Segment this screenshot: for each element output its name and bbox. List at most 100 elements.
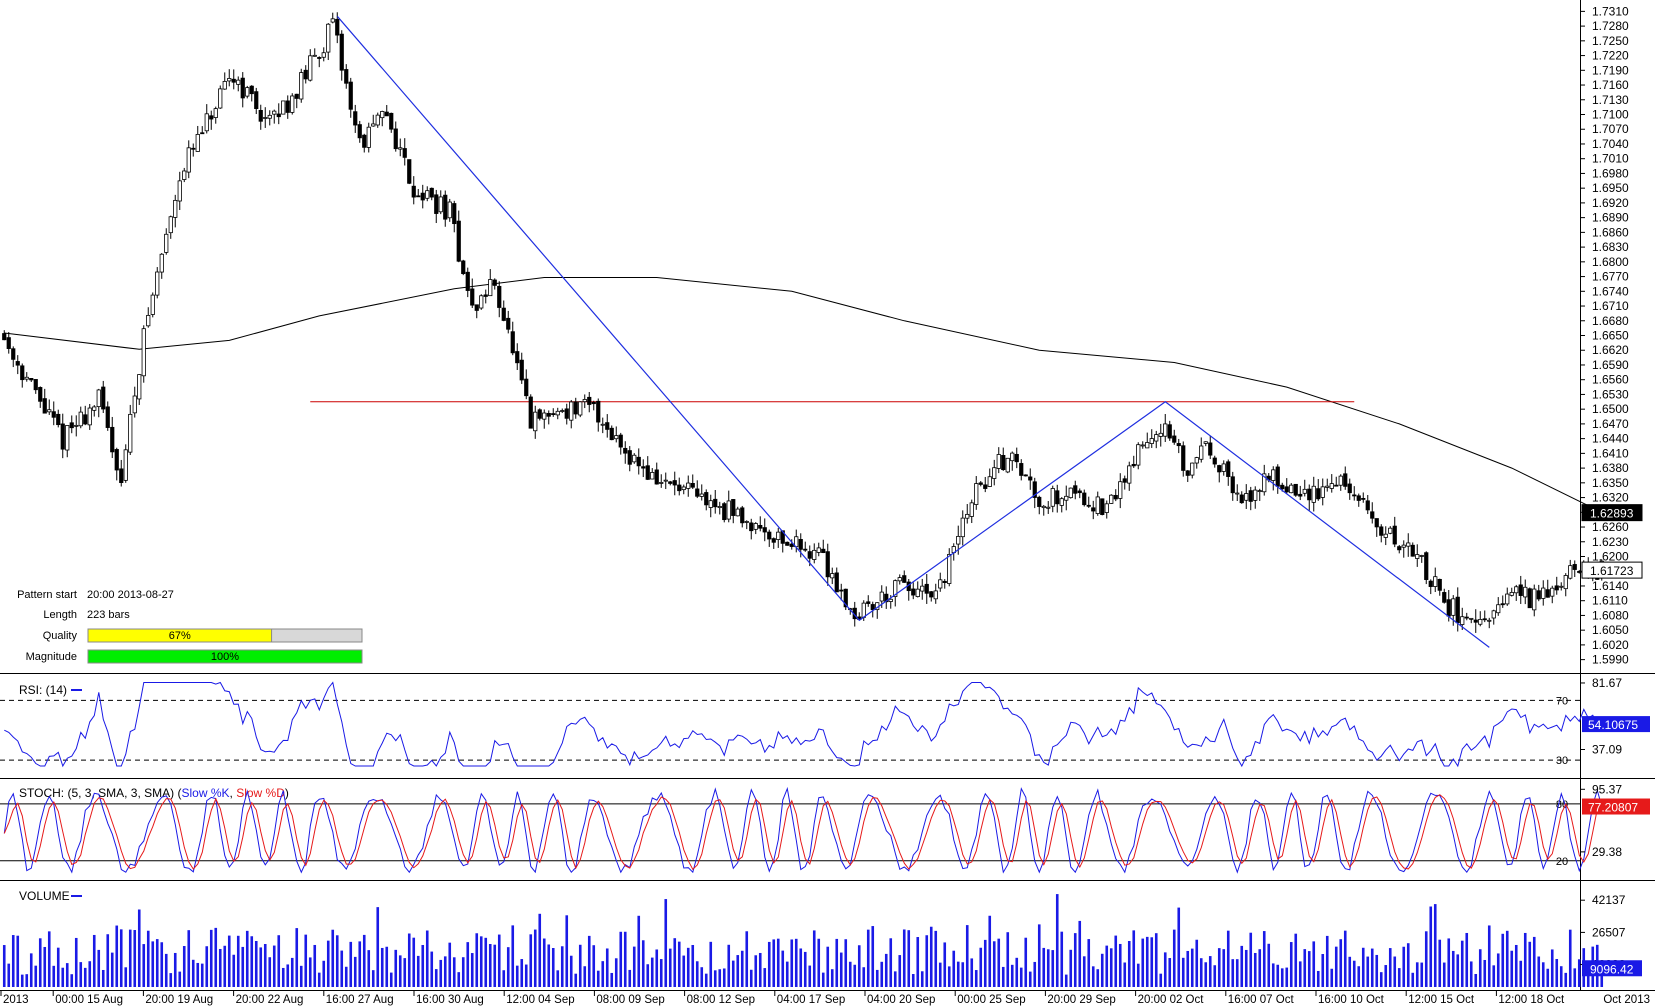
candle: [1059, 497, 1064, 513]
candle-body: [402, 148, 407, 158]
info-value: 20:00 2013-08-27: [87, 589, 174, 601]
candle: [1559, 582, 1564, 591]
candle-body: [110, 426, 115, 453]
candle-body: [722, 503, 727, 521]
candle-body: [1122, 478, 1127, 483]
volume-bar: [848, 961, 852, 987]
candle-body: [668, 481, 673, 484]
candle: [1176, 438, 1181, 454]
candle: [114, 447, 119, 481]
candle-body: [1221, 463, 1226, 472]
candle-body: [1118, 481, 1123, 499]
candle-body: [1073, 485, 1078, 494]
volume-bar: [1163, 952, 1167, 987]
candle: [1361, 492, 1366, 503]
candle-body: [672, 480, 677, 486]
candle-body: [965, 513, 970, 519]
candle: [101, 380, 106, 413]
candle-body: [929, 591, 934, 598]
candle-body: [506, 317, 511, 330]
volume-bar: [925, 935, 929, 987]
candle-body: [209, 115, 214, 120]
candle-body: [780, 530, 785, 544]
candle: [992, 459, 997, 486]
candle-body: [42, 398, 47, 414]
candle: [1208, 435, 1213, 460]
candle: [812, 543, 817, 564]
candle-body: [1032, 481, 1037, 498]
volume-bar: [398, 955, 402, 987]
candle-body: [177, 180, 182, 202]
candle: [560, 408, 565, 414]
candle: [758, 516, 763, 532]
candle-body: [488, 279, 493, 297]
volume-bar: [538, 913, 542, 987]
volume-bar: [578, 944, 582, 987]
volume-bar: [1474, 973, 1478, 987]
candle: [587, 392, 592, 413]
candle: [1536, 584, 1541, 602]
candle-body: [596, 400, 601, 423]
candle-body: [1572, 564, 1577, 570]
volume-bar: [119, 929, 123, 987]
candle: [155, 267, 160, 299]
volume-bar: [875, 969, 879, 987]
candle: [839, 583, 844, 601]
volume-bar: [871, 926, 875, 987]
price-tick-label: 1.6920: [1592, 196, 1629, 210]
volume-bar: [938, 962, 942, 987]
candle: [1401, 540, 1406, 558]
candle-body: [1428, 580, 1433, 587]
candle-body: [555, 410, 560, 416]
volume-bar: [16, 935, 20, 987]
volume-bar: [142, 944, 146, 987]
candle: [542, 409, 547, 429]
candle-body: [861, 602, 866, 618]
candle: [1383, 526, 1388, 546]
candle-body: [1163, 423, 1168, 437]
pattern-info-box: Pattern start 20:00 2013-08-27 Length 223 b…: [17, 589, 363, 664]
candle-body: [474, 304, 479, 311]
candle-body: [542, 412, 547, 420]
candle-body: [87, 407, 92, 426]
volume-bar: [745, 931, 749, 987]
volume-bar: [1100, 953, 1104, 987]
time-tick-label: 12:00 04 Sep: [506, 994, 574, 1006]
candle-body: [560, 410, 565, 412]
candle-body: [330, 18, 335, 23]
candle-body: [1424, 552, 1429, 580]
candle-body: [276, 113, 281, 118]
candle-body: [1410, 544, 1415, 557]
stoch-axis: 95.37 29.38 77.20807: [1580, 782, 1650, 859]
candle: [1316, 479, 1321, 501]
candle-body: [641, 466, 646, 469]
volume-bar: [520, 959, 524, 987]
candle-body: [546, 412, 551, 417]
candle-body: [893, 580, 898, 597]
volume-bar: [1303, 949, 1307, 987]
volume-bar: [38, 938, 42, 987]
volume-bar: [236, 935, 240, 987]
candle: [1041, 504, 1046, 516]
volume-bar: [1253, 952, 1257, 987]
volume-bar: [344, 966, 348, 987]
candle-body: [1244, 493, 1249, 501]
candle-body: [933, 590, 938, 600]
candle: [1338, 474, 1343, 491]
volume-bar: [1262, 931, 1266, 987]
candle: [92, 405, 97, 417]
candle: [1023, 474, 1028, 477]
candle-body: [1460, 616, 1465, 625]
volume-bar: [241, 946, 245, 987]
candle: [600, 417, 605, 434]
candle-body: [686, 482, 691, 489]
candle: [407, 159, 412, 185]
candle-body: [317, 57, 322, 59]
candle-body: [123, 449, 128, 481]
candle-body: [1068, 487, 1073, 499]
candle-body: [303, 69, 308, 80]
candle: [1464, 612, 1469, 621]
candle-body: [902, 575, 907, 583]
volume-bar: [1433, 904, 1437, 987]
volume-bar: [956, 961, 960, 987]
